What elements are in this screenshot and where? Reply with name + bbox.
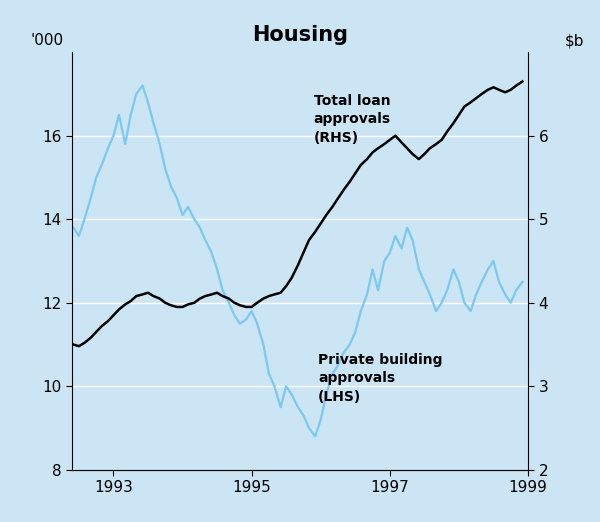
Text: Private building
approvals
(LHS): Private building approvals (LHS) — [318, 353, 443, 404]
Text: $b: $b — [565, 33, 584, 48]
Title: Housing: Housing — [252, 25, 348, 45]
Text: Total loan
approvals
(RHS): Total loan approvals (RHS) — [314, 94, 391, 145]
Text: '000: '000 — [31, 33, 64, 48]
